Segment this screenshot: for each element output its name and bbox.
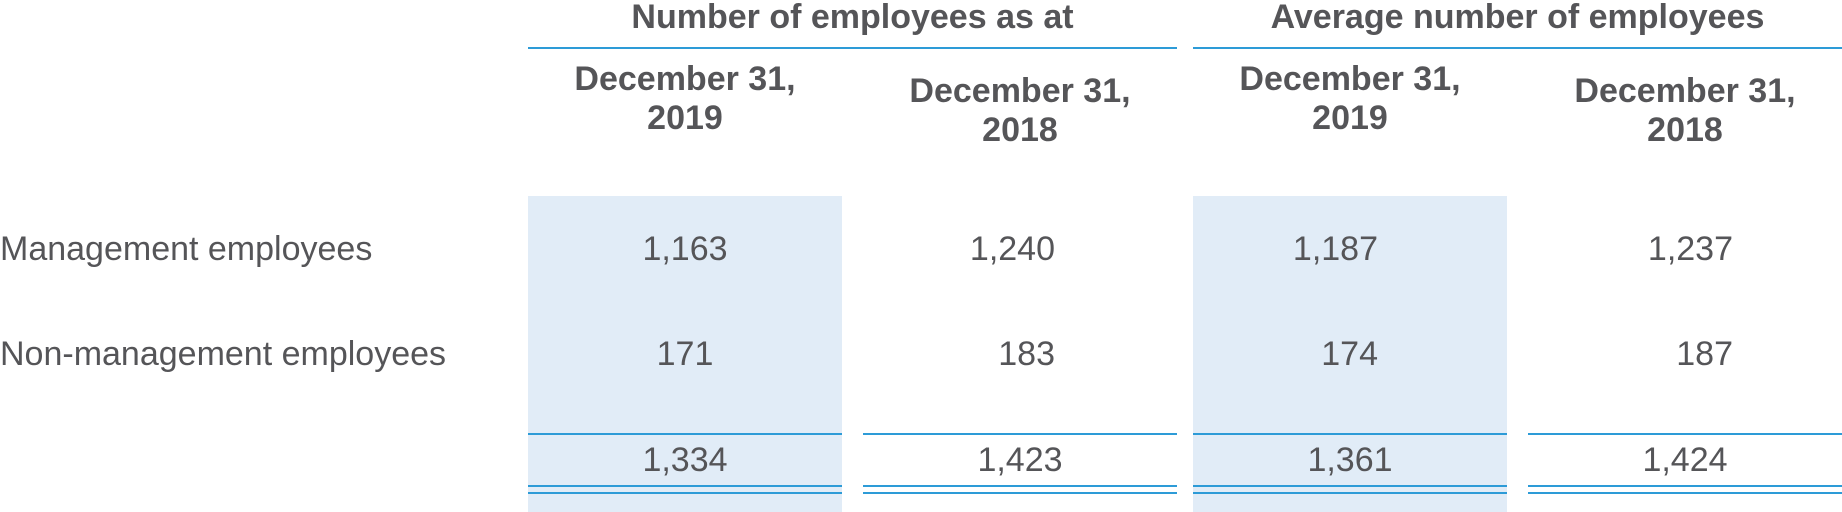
column-header-line1: December 31, — [1239, 60, 1461, 98]
shaded-column-2019-number — [528, 196, 842, 512]
subtotal-rule — [528, 433, 842, 435]
subtotal-rule — [1193, 433, 1507, 435]
total-cell: 1,423 — [977, 441, 1063, 479]
group-header-number-of-employees: Number of employees as at — [631, 0, 1074, 36]
subtotal-rule — [863, 433, 1177, 435]
group-rule-number — [528, 47, 1177, 49]
column-header-line2: 2019 — [647, 99, 723, 137]
table-cell: 1,187 — [1292, 230, 1378, 268]
total-double-rule — [1193, 485, 1507, 494]
table-cell: 1,240 — [969, 230, 1055, 268]
column-header-number-2019: December 31, 2019 — [528, 60, 842, 138]
column-header-line1: December 31, — [909, 72, 1131, 110]
table-cell: 187 — [1676, 335, 1733, 373]
table-cell: 183 — [998, 335, 1055, 373]
column-header-line1: December 31, — [574, 60, 796, 98]
column-header-line2: 2019 — [1312, 99, 1388, 137]
total-double-rule — [863, 485, 1177, 494]
shaded-column-2019-average — [1193, 196, 1507, 512]
column-header-average-2019: December 31, 2019 — [1193, 60, 1507, 138]
row-label-management: Management employees — [0, 230, 373, 268]
column-header-line1: December 31, — [1574, 72, 1796, 110]
total-cell: 1,424 — [1642, 441, 1728, 479]
column-header-line2: 2018 — [982, 111, 1058, 149]
column-header-line2: 2018 — [1647, 111, 1723, 149]
table-cell: 1,237 — [1647, 230, 1733, 268]
column-header-number-2018: December 31, 2018 — [863, 72, 1177, 150]
table-cell: 174 — [1321, 335, 1378, 373]
table-cell: 171 — [656, 335, 714, 373]
table-cell: 1,163 — [642, 230, 728, 268]
group-rule-average — [1193, 47, 1842, 49]
subtotal-rule — [1528, 433, 1842, 435]
row-label-non-management: Non-management employees — [0, 335, 447, 373]
group-header-average-number: Average number of employees — [1270, 0, 1765, 36]
column-header-average-2018: December 31, 2018 — [1528, 72, 1842, 150]
total-double-rule — [1528, 485, 1842, 494]
total-double-rule — [528, 485, 842, 494]
total-cell: 1,334 — [642, 441, 728, 479]
total-cell: 1,361 — [1307, 441, 1393, 479]
